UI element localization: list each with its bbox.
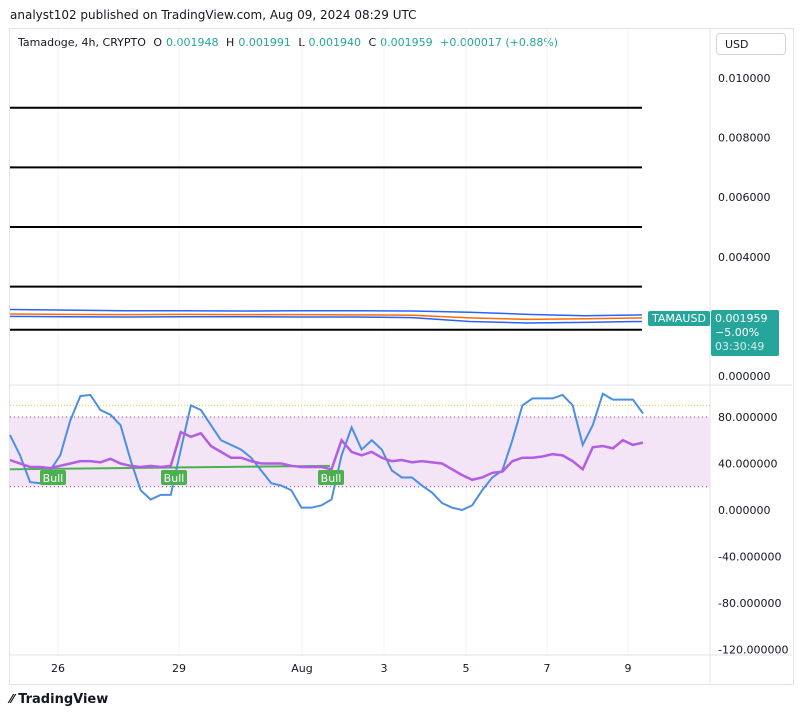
tradingview-logo[interactable]: ⁄⁄ TradingView	[10, 692, 109, 707]
symbol-tag: TAMAUSD	[648, 311, 710, 326]
close-value: 0.001959	[380, 36, 433, 49]
bull-label-bg	[161, 470, 187, 485]
price-tick: 0.006000	[718, 191, 771, 204]
osc-tick: 0.000000	[718, 504, 771, 517]
low-label: L	[298, 36, 305, 49]
high-value: 0.001991	[238, 36, 291, 49]
date-tick: Aug	[291, 662, 312, 675]
date-tick: 3	[381, 662, 388, 675]
rsi-line	[9, 430, 644, 482]
change-value: +0.000017 (+0.88%)	[440, 36, 559, 49]
rsi-band	[10, 417, 710, 487]
date-tick: 26	[51, 662, 65, 675]
date-tick: 9	[625, 662, 632, 675]
price-tag: 0.001959 −5.00% 03:30:49	[711, 310, 779, 356]
close-label: C	[368, 36, 377, 49]
bull-signal: Bull	[318, 470, 344, 485]
open-label: O	[153, 36, 163, 49]
osc-tick: -120.000000	[718, 644, 788, 657]
bull-label: Bull	[164, 472, 185, 485]
moving-average	[9, 313, 643, 321]
published-info: analyst102 published on TradingView.com,…	[10, 8, 417, 22]
rsi-ma-line	[9, 464, 331, 471]
osc-tick: -40.000000	[718, 551, 781, 564]
brand-name: TradingView	[18, 692, 109, 707]
bull-label: Bull	[321, 472, 342, 485]
date-tick: 29	[172, 662, 186, 675]
price-tick: 0.008000	[718, 132, 771, 145]
price-tick: 0.004000	[718, 251, 771, 264]
bull-label-bg	[40, 470, 66, 485]
price-change: −5.00%	[715, 326, 760, 339]
currency-selector[interactable]: USD	[716, 33, 786, 55]
date-tick: 7	[544, 662, 551, 675]
bar-countdown: 03:30:49	[715, 340, 765, 353]
bull-signal: Bull	[161, 470, 187, 485]
symbol-label: Tamadoge, 4h, CRYPTO	[18, 36, 146, 49]
osc-tick: 80.000000	[718, 411, 778, 424]
stoch-line	[9, 392, 644, 512]
last-price: 0.001959	[715, 312, 768, 325]
price-tick: 0.010000	[718, 72, 771, 85]
bull-label-bg	[318, 470, 344, 485]
bull-signal: Bull	[40, 470, 66, 485]
chart-frame	[9, 28, 794, 685]
osc-tick: -80.000000	[718, 597, 781, 610]
high-label: H	[226, 36, 235, 49]
osc-tick: 40.000000	[718, 458, 778, 471]
price-tick: 0.000000	[718, 370, 771, 383]
low-value: 0.001940	[308, 36, 361, 49]
bull-label: Bull	[43, 472, 64, 485]
bollinger-upper	[9, 308, 643, 317]
bollinger-lower	[9, 315, 643, 324]
date-tick: 5	[463, 662, 470, 675]
